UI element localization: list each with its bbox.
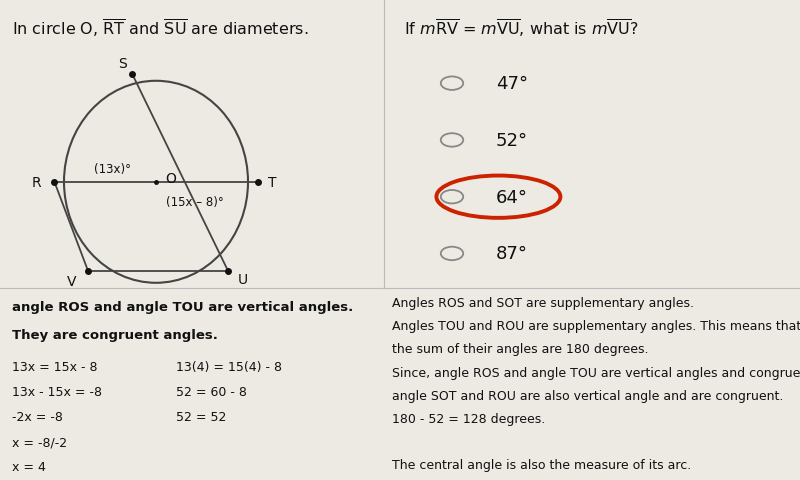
Text: Since, angle ROS and angle TOU are vertical angles and congruent,: Since, angle ROS and angle TOU are verti… [392,366,800,379]
Text: Angles ROS and SOT are supplementary angles.: Angles ROS and SOT are supplementary ang… [392,297,694,310]
Text: 52°: 52° [496,132,528,150]
Text: 52 = 52: 52 = 52 [176,410,226,423]
Text: 13(4) = 15(4) - 8: 13(4) = 15(4) - 8 [176,360,282,373]
Text: The central angle is also the measure of its arc.: The central angle is also the measure of… [392,458,691,471]
Text: angle SOT and ROU are also vertical angle and are congruent.: angle SOT and ROU are also vertical angl… [392,389,783,402]
Text: 180 - 52 = 128 degrees.: 180 - 52 = 128 degrees. [392,412,546,425]
Text: (13x)°: (13x)° [94,162,131,176]
Text: 13x - 15x = -8: 13x - 15x = -8 [12,385,102,398]
Text: In circle O, $\overline{\mathrm{RT}}$ and $\overline{\mathrm{SU}}$ are diameters: In circle O, $\overline{\mathrm{RT}}$ an… [12,17,308,39]
Text: -2x = -8: -2x = -8 [12,410,63,423]
Text: U: U [238,273,247,287]
Text: If $m\overline{\mathrm{RV}}$ = $m\overline{\mathrm{VU}}$, what is $m\overline{\m: If $m\overline{\mathrm{RV}}$ = $m\overli… [404,17,639,39]
Text: 52 = 60 - 8: 52 = 60 - 8 [176,385,247,398]
Text: R: R [32,175,42,190]
Text: 87°: 87° [496,245,528,263]
Text: 47°: 47° [496,75,528,93]
Text: T: T [268,175,276,190]
Text: (15x – 8)°: (15x – 8)° [166,196,224,209]
Text: O: O [165,171,176,186]
Text: angle ROS and angle TOU are vertical angles.: angle ROS and angle TOU are vertical ang… [12,300,354,313]
Text: They are congruent angles.: They are congruent angles. [12,328,218,341]
Text: x = -8/-2: x = -8/-2 [12,435,67,448]
Text: S: S [118,57,126,71]
Text: 13x = 15x - 8: 13x = 15x - 8 [12,360,98,373]
Text: the sum of their angles are 180 degrees.: the sum of their angles are 180 degrees. [392,343,649,356]
Text: 64°: 64° [496,188,528,206]
Text: Angles TOU and ROU are supplementary angles. This means that: Angles TOU and ROU are supplementary ang… [392,320,800,333]
Text: x = 4: x = 4 [12,460,46,473]
Text: V: V [67,275,77,289]
